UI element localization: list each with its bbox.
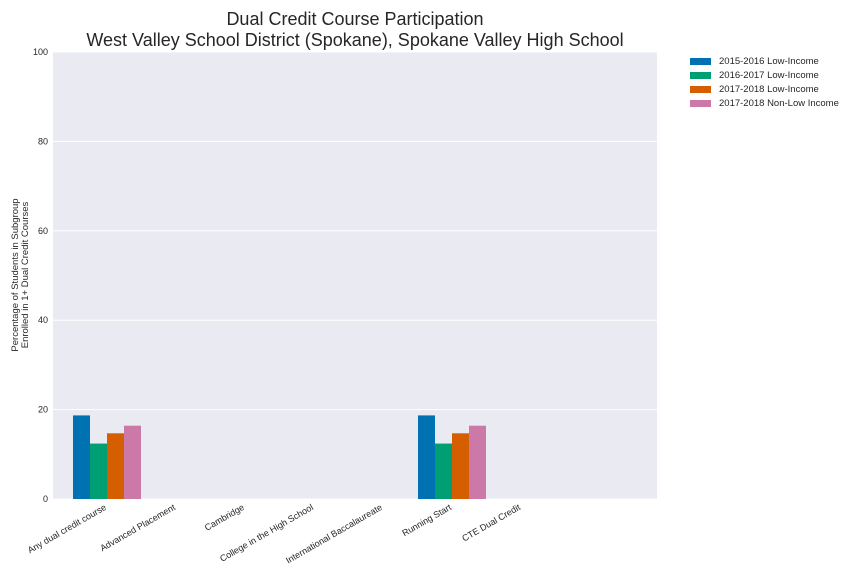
- chart-title-line-1: Dual Credit Course Participation: [226, 9, 483, 29]
- bar: [469, 425, 486, 499]
- gridlines: [53, 51, 657, 500]
- y-axis-label-line-2: Enrolled in 1+ Dual Credit Courses: [20, 201, 31, 348]
- y-tick-label: 80: [38, 136, 48, 146]
- x-tick-label: CTE Dual Credit: [460, 502, 522, 544]
- plot-area: [53, 52, 657, 499]
- bar: [107, 433, 124, 499]
- legend-label: 2016-2017 Low-Income: [719, 69, 819, 81]
- y-tick-label: 20: [38, 405, 48, 415]
- bars: [73, 415, 486, 499]
- bar: [452, 433, 469, 499]
- legend-swatch-2017-2018-low-income: [690, 85, 711, 93]
- legend-item: 2016-2017 Low-Income: [690, 68, 839, 82]
- legend-item: 2015-2016 Low-Income: [690, 54, 839, 68]
- bar: [124, 425, 141, 499]
- bar: [73, 415, 90, 499]
- legend-label: 2015-2016 Low-Income: [719, 55, 819, 67]
- bar: [90, 443, 107, 499]
- y-tick-label: 0: [43, 494, 48, 504]
- y-axis-label-line-1: Percentage of Students in Subgroup: [10, 198, 21, 351]
- y-axis: 0 20 40 60 80 100: [33, 47, 48, 504]
- legend-item: 2017-2018 Low-Income: [690, 82, 839, 96]
- x-tick-label: Any dual credit course: [26, 502, 108, 555]
- bar: [418, 415, 435, 499]
- chart-title-line-2: West Valley School District (Spokane), S…: [86, 30, 623, 50]
- x-tick-label: Cambridge: [203, 502, 246, 533]
- legend-label: 2017-2018 Non-Low Income: [719, 97, 839, 109]
- legend-label: 2017-2018 Low-Income: [719, 83, 819, 95]
- x-tick-label: Running Start: [400, 502, 453, 538]
- y-tick-label: 100: [33, 47, 48, 57]
- x-tick-label: Advanced Placement: [98, 502, 177, 553]
- legend-swatch-2015-2016-low-income: [690, 57, 711, 65]
- bar: [435, 443, 452, 499]
- y-tick-label: 40: [38, 315, 48, 325]
- legend-swatch-2016-2017-low-income: [690, 71, 711, 79]
- legend-swatch-2017-2018-non-low-income: [690, 99, 711, 107]
- legend: 2015-2016 Low-Income 2016-2017 Low-Incom…: [690, 54, 839, 110]
- y-tick-label: 60: [38, 226, 48, 236]
- legend-item: 2017-2018 Non-Low Income: [690, 96, 839, 110]
